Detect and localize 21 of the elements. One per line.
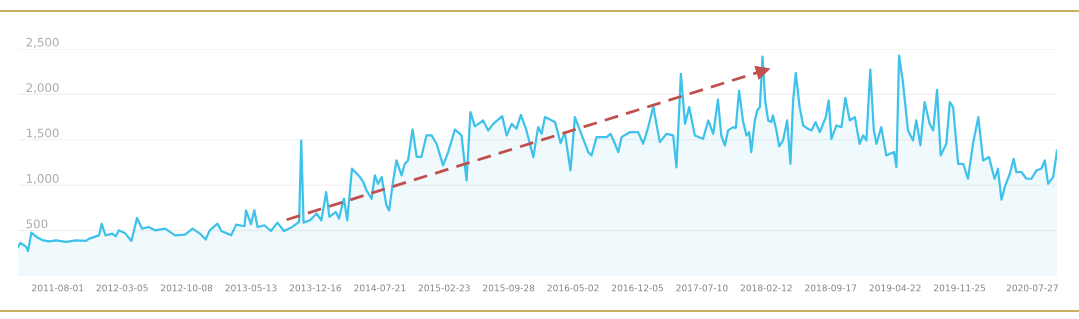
x-tick-label: 2015-09-28: [483, 284, 535, 292]
x-tick-label: 2020-07-27: [1006, 284, 1058, 292]
x-tick-label: 2019-04-22: [869, 284, 921, 292]
y-tick-label: 1,000: [26, 173, 59, 185]
x-tick-label: 2013-12-16: [289, 284, 342, 292]
x-tick-label: 2017-07-10: [676, 284, 728, 292]
y-tick-label: 2,500: [26, 37, 59, 48]
x-tick-label: 2012-10-08: [161, 284, 213, 292]
x-tick-label: 2013-05-13: [225, 284, 277, 292]
x-tick-label: 2012-03-05: [96, 284, 148, 292]
y-tick-label: 500: [26, 219, 48, 229]
x-tick-label: 2016-12-05: [611, 284, 663, 292]
x-tick-label: 2018-09-17: [805, 284, 857, 292]
x-tick-label: 2015-02-23: [418, 284, 470, 292]
y-tick-label: 2,000: [26, 83, 59, 94]
y-tick-label: 1,500: [26, 128, 59, 139]
x-tick-label: 2014-07-21: [354, 284, 406, 292]
x-tick-label: 2016-05-02: [547, 284, 599, 292]
x-tick-label: 2019-11-25: [934, 284, 986, 292]
x-tick-label: 2018-02-12: [740, 284, 792, 292]
x-tick-label: 2011-08-01: [32, 284, 84, 292]
